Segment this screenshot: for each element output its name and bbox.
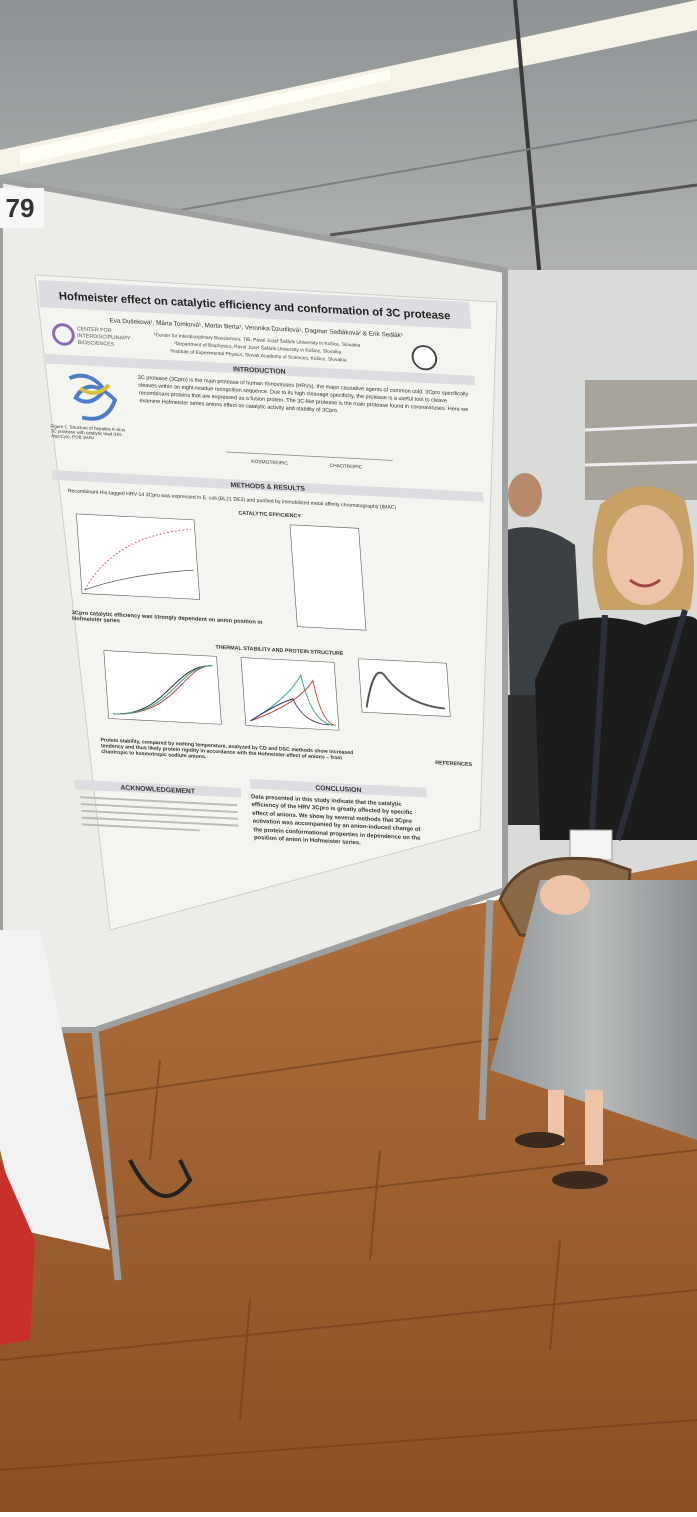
section-heading: INTRODUCTION bbox=[233, 366, 286, 376]
section-band bbox=[43, 353, 476, 386]
ceiling-seam bbox=[179, 119, 697, 211]
university-seal bbox=[411, 345, 438, 371]
logo-icon bbox=[52, 323, 75, 346]
subsection-heading: CATALYTIC EFFICIENCY bbox=[238, 510, 301, 519]
section-heading: ACKNOWLEDGEMENT bbox=[120, 785, 196, 796]
logo-text: INTERDISCIPLINARY bbox=[77, 333, 131, 342]
plot-dsc bbox=[240, 657, 340, 731]
hofmeister-label: KOSMOTROPIC bbox=[251, 459, 289, 467]
board-leg bbox=[478, 899, 494, 1121]
plot-parameters bbox=[289, 524, 367, 631]
section-band bbox=[51, 470, 484, 502]
window-light bbox=[584, 460, 697, 467]
logo-text: CENTER FOR bbox=[76, 326, 112, 334]
section-heading: METHODS & RESULTS bbox=[230, 482, 305, 493]
bag-strap bbox=[128, 1159, 193, 1198]
logo-text: BIOSCIENCES bbox=[77, 340, 115, 348]
plot-cd bbox=[103, 650, 222, 725]
section-band bbox=[249, 778, 427, 798]
plot-kinetics bbox=[76, 513, 201, 600]
section-heading: REFERENCES bbox=[435, 760, 473, 768]
conclusion-text: Data presented in this study indicate th… bbox=[250, 794, 421, 847]
acknowledgement-lines bbox=[80, 796, 239, 832]
title-band bbox=[38, 280, 472, 330]
board-leg bbox=[91, 1029, 122, 1281]
number-card bbox=[0, 188, 44, 228]
window bbox=[585, 380, 697, 500]
ceiling-beam bbox=[513, 0, 542, 281]
poster-number: 79 bbox=[6, 193, 35, 223]
hofmeister-arrow bbox=[226, 451, 393, 461]
figure-caption-text: Figure 1. Structure of hepatitis A virus… bbox=[50, 423, 126, 441]
hofmeister-label: CHAOTROPIC bbox=[329, 463, 363, 471]
person-dress bbox=[0, 1160, 35, 1345]
protein-structure bbox=[68, 373, 118, 421]
conclusion-paragraph: Data presented in this study indicate th… bbox=[250, 794, 421, 847]
woman bbox=[490, 486, 697, 1189]
tote-bag bbox=[0, 930, 110, 1250]
ceiling-seam bbox=[329, 183, 697, 237]
section-heading: CONCLUSION bbox=[315, 785, 362, 794]
ceiling-light-glow bbox=[20, 70, 390, 165]
plot-fluorescence bbox=[357, 658, 451, 717]
section-band bbox=[74, 779, 242, 798]
man-background bbox=[505, 473, 580, 825]
figure-caption: Figure 1. Structure of hepatitis A virus… bbox=[50, 423, 126, 441]
window-light bbox=[584, 423, 697, 432]
poster-paper bbox=[34, 274, 498, 931]
